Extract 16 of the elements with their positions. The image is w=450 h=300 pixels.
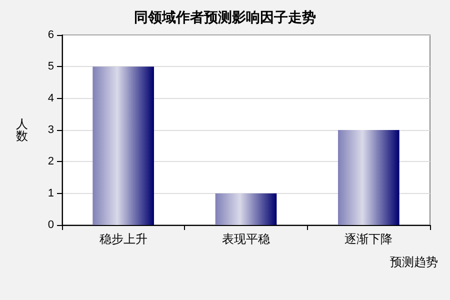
x-tick-label: 表现平稳 [222,232,270,246]
x-tick-label: 逐渐下降 [344,232,393,246]
x-axis-title: 预测趋势 [390,255,438,269]
y-tick-label: 6 [48,29,54,41]
y-axis-title: 人数 [16,117,28,143]
bar [338,130,400,225]
y-tick-label: 0 [48,219,54,231]
y-tick-label: 5 [48,60,54,73]
bar [215,193,277,225]
y-tick-label: 4 [48,92,54,104]
bar [92,66,154,225]
y-tick-label: 3 [48,124,54,136]
y-tick-label: 2 [48,156,54,168]
y-tick-label: 1 [48,187,54,200]
x-tick-label: 稳步上升 [99,232,148,246]
chart-title: 同领域作者预测影响因子走势 [134,10,316,26]
